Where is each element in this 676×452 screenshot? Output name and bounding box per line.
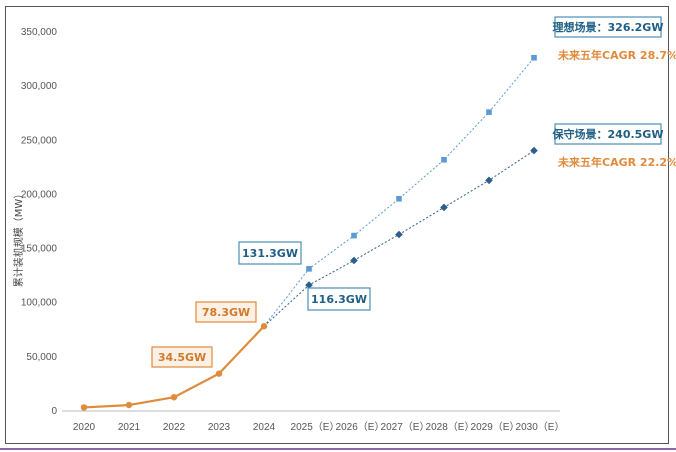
annotation-text-ideal-cagr: 未来五年CAGR 28.7% <box>557 48 676 62</box>
y-tick-label: 50,000 <box>26 352 57 363</box>
annotation-text-conservative-cagr: 未来五年CAGR 22.2% <box>557 155 676 169</box>
annotation-text-conservative: 保守场景：240.5GW <box>552 127 664 141</box>
y-tick-label: 150,000 <box>21 244 58 255</box>
series-point <box>350 256 358 265</box>
series-point <box>170 394 178 401</box>
series-line-2 <box>263 150 535 327</box>
series-point <box>305 281 313 289</box>
x-tick-label: 2025（E） <box>291 421 340 433</box>
series-point <box>440 203 448 212</box>
x-tick-label: 2027（E） <box>381 421 430 433</box>
series-point <box>260 323 268 330</box>
y-tick-label: 200,000 <box>21 189 58 200</box>
annotation-text-ideal: 理想场景：326.2GW <box>553 20 664 34</box>
annotation-box-2022 <box>151 346 213 368</box>
x-tick-label: 2023 <box>208 422 231 433</box>
y-tick-label: 300,000 <box>21 81 58 92</box>
series-point <box>486 109 492 115</box>
x-tick-label: 2026（E） <box>336 421 385 433</box>
x-tick-label: 2029（E） <box>471 421 520 433</box>
series-point <box>351 232 357 239</box>
bottom-divider <box>0 448 676 450</box>
series-point <box>395 230 403 239</box>
series-line-1 <box>263 57 535 327</box>
x-tick-label: 2020 <box>73 422 96 433</box>
y-axis: 0 50,000 100,000 150,000 200,000 250,000 300,0… <box>21 27 58 417</box>
series-point <box>441 156 447 163</box>
series-point <box>80 404 88 411</box>
y-axis-title: 累计装机规模（MW） <box>12 189 25 288</box>
series-layer <box>80 54 538 411</box>
annotation-box-2024 <box>195 301 257 323</box>
annotation-box-2025-ideal <box>238 241 302 265</box>
x-tick-label: 2021 <box>118 422 141 433</box>
series-point <box>306 266 312 272</box>
x-tick-label: 2028（E） <box>426 421 475 433</box>
annotation-box-ideal <box>554 16 662 38</box>
annotation-text-2024: 78.3GW <box>202 306 250 319</box>
x-tick-label: 2030（E） <box>516 421 565 433</box>
y-tick-label: 100,000 <box>21 298 58 309</box>
annotation-text-2025-ideal: 131.3GW <box>242 247 298 260</box>
chart-frame <box>5 6 669 444</box>
series-point <box>215 370 223 377</box>
x-tick-label: 2022 <box>163 422 186 433</box>
series-point <box>485 176 493 185</box>
annotation-box-conservative <box>554 123 662 145</box>
series-point <box>530 146 538 155</box>
annotation-text-2025-conservative: 116.3GW <box>311 293 367 306</box>
x-axis: 2020 2021 2022 2023 2024 2025（E）2026（E）2027（E… <box>62 410 565 433</box>
annotation-box-2025-conservative <box>307 287 371 311</box>
series-point <box>531 54 537 61</box>
y-tick-label: 350,000 <box>21 27 58 38</box>
x-tick-label: 2024 <box>253 422 276 433</box>
y-tick-label: 250,000 <box>21 135 58 146</box>
annotation-text-2022: 34.5GW <box>158 351 206 364</box>
annotations-layer: 34.5GW 78.3GW 131.3GW 116.3GW 理想场景：326.2… <box>151 16 676 368</box>
series-point <box>125 401 133 409</box>
series-point <box>396 195 402 202</box>
y-tick-label: 0 <box>51 406 57 417</box>
